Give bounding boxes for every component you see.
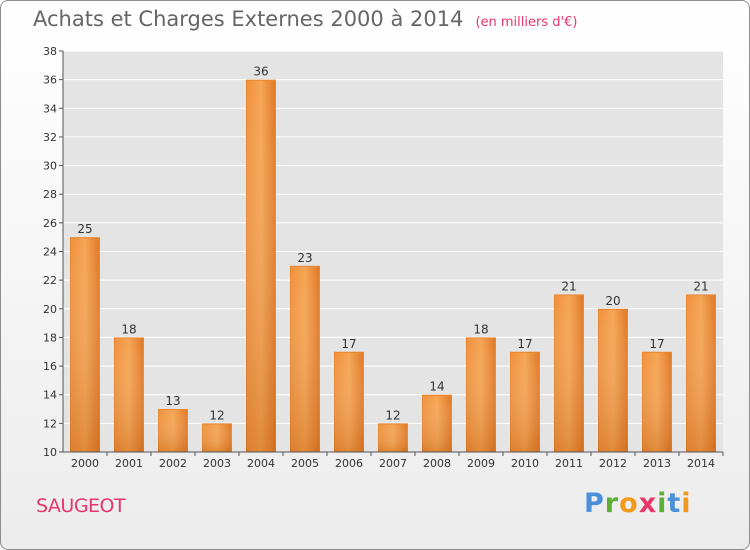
logo-letter: x (638, 488, 658, 519)
bar-shade (378, 423, 408, 452)
x-tick-label: 2014 (687, 457, 715, 470)
x-tick-label: 2011 (555, 457, 583, 470)
y-tick-label: 14 (43, 389, 57, 402)
x-tick-label: 2010 (511, 457, 539, 470)
data-label: 18 (473, 322, 488, 336)
logo-letter: t (667, 488, 682, 519)
bar-layer (70, 79, 716, 453)
y-tick-label: 20 (43, 303, 57, 316)
bar-shade (466, 337, 496, 452)
bar-shade (554, 294, 584, 452)
bar-shade (202, 423, 232, 452)
data-label: 21 (693, 279, 708, 293)
y-tick-label: 10 (43, 446, 57, 459)
y-tick-label: 34 (43, 102, 57, 115)
data-label: 23 (297, 251, 312, 265)
data-label: 14 (429, 380, 444, 394)
data-label: 25 (77, 222, 92, 236)
y-tick-label: 24 (43, 246, 57, 259)
data-label: 36 (253, 65, 268, 79)
bar-shade (642, 351, 672, 452)
chart-unit: (en milliers d'€) (475, 15, 578, 30)
y-tick-label: 22 (43, 274, 57, 287)
logo-letter: P (584, 488, 605, 519)
x-tick-label: 2000 (71, 457, 99, 470)
bar-shade (114, 337, 144, 452)
x-tick-label: 2002 (159, 457, 187, 470)
x-tick-label: 2001 (115, 457, 143, 470)
logo-letter: r (604, 488, 620, 519)
label-layer: 25 18 13 12 36 23 17 12 14 18 17 21 20 17 21 (77, 65, 708, 423)
x-tick-label: 2008 (423, 457, 451, 470)
bar-shade (290, 265, 320, 452)
chart-title-text: Achats et Charges Externes 2000 à 2014 (33, 7, 464, 31)
x-tick-label: 2009 (467, 457, 495, 470)
data-label: 18 (121, 322, 136, 336)
bar-shade (70, 237, 100, 452)
y-tick-label: 16 (43, 360, 57, 373)
bar-shade (598, 308, 628, 452)
y-tick-label: 30 (43, 160, 57, 173)
y-tick-label: 36 (43, 74, 57, 87)
bar-shade (422, 394, 452, 452)
bar-shade (246, 79, 276, 453)
y-tick-label: 12 (43, 417, 57, 430)
y-tick-label: 38 (43, 45, 57, 58)
x-tick-label: 2012 (599, 457, 627, 470)
bar-shade (510, 351, 540, 452)
data-label: 12 (209, 408, 224, 422)
proxiti-logo: Proxiti (584, 488, 692, 519)
y-tick-label: 18 (43, 331, 57, 344)
x-tick-label: 2004 (247, 457, 275, 470)
x-tick-label: 2007 (379, 457, 407, 470)
bar-shade (334, 351, 364, 452)
data-label: 13 (165, 394, 180, 408)
y-tick-label: 28 (43, 188, 57, 201)
data-label: 17 (341, 337, 356, 351)
axis-layer: 10 12 14 16 18 20 22 24 26 28 30 32 34 36 38 2000 2001 20… (43, 45, 724, 470)
x-tick-label: 2006 (335, 457, 363, 470)
x-tick-label: 2003 (203, 457, 231, 470)
commune-name: SAUGEOT (36, 495, 126, 517)
y-tick-label: 26 (43, 217, 57, 230)
bar-shade (158, 409, 188, 452)
x-tick-label: 2013 (643, 457, 671, 470)
data-label: 21 (561, 279, 576, 293)
data-label: 20 (605, 294, 620, 308)
chart-title: Achats et Charges Externes 2000 à 2014 (e… (33, 7, 577, 31)
y-tick-label: 32 (43, 131, 57, 144)
data-label: 12 (385, 408, 400, 422)
bar-shade (686, 294, 716, 452)
logo-letter: i (681, 488, 692, 519)
x-tick-label: 2005 (291, 457, 319, 470)
logo-letter: o (619, 488, 639, 519)
data-label: 17 (649, 337, 664, 351)
logo-letter: i (657, 488, 668, 519)
data-label: 17 (517, 337, 532, 351)
